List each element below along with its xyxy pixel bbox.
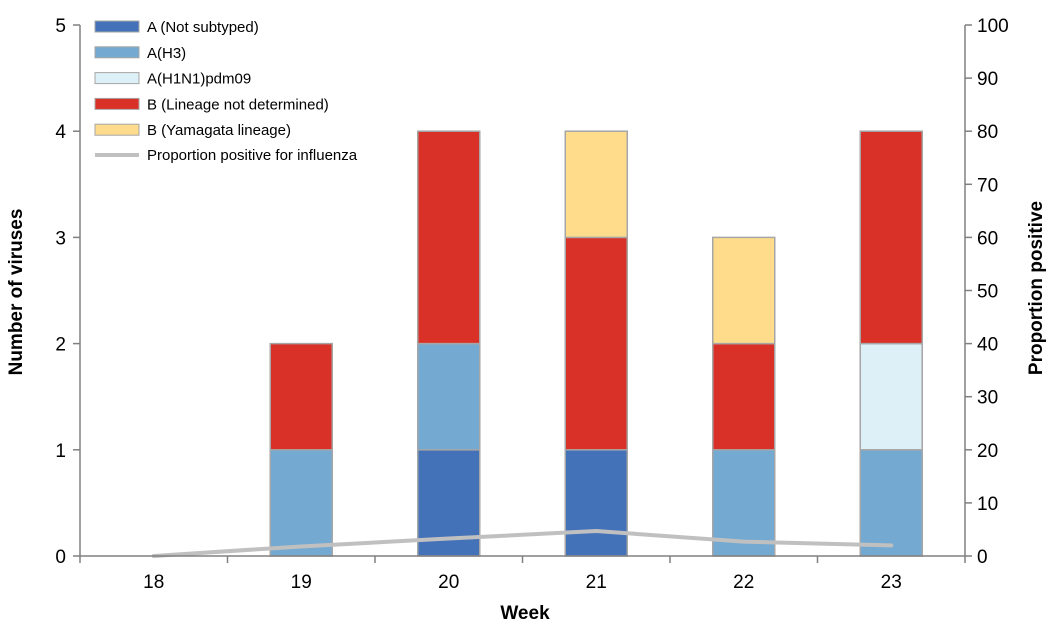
legend-label-2: A(H1N1)pdm09: [147, 71, 251, 88]
bar-week-20-series-3: [417, 130, 481, 345]
legend-swatch-2: [94, 72, 140, 85]
x-tick-label: 22: [733, 572, 754, 593]
legend-swatch-3: [94, 97, 140, 110]
legend-label-1: A(H3): [147, 45, 186, 62]
x-tick-label: 23: [881, 572, 902, 593]
bar-week-21-series-4: [564, 130, 628, 239]
y-tick-label: 2: [55, 335, 66, 356]
x-tick-label: 19: [291, 572, 312, 593]
bar-week-23-series-1: [859, 449, 923, 557]
x-tick-label: 20: [438, 572, 459, 593]
legend-label-0: A (Not subtyped): [147, 19, 259, 36]
y-tick-label: 5: [55, 16, 66, 37]
y-tick-label: 0: [55, 547, 66, 568]
legend-label-3: B (Lineage not determined): [147, 96, 329, 113]
bar-week-20-series-1: [417, 342, 481, 451]
y2-tick-label: 30: [977, 388, 998, 409]
legend: A (Not subtyped) A(H3) A(H1N1)pdm09 B (Line…: [94, 19, 358, 164]
y-tick-label: 4: [55, 122, 66, 143]
legend-swatch-1: [94, 46, 140, 59]
bar-week-19-series-1: [269, 449, 333, 557]
bar-week-21-series-3: [564, 236, 628, 451]
y2-axis-title: Proportion positive: [1026, 201, 1047, 375]
y2-tick-label: 100: [977, 16, 1009, 37]
y2-tick-label: 70: [977, 175, 998, 196]
y2-tick-label: 90: [977, 69, 998, 90]
y2-tick-label: 0: [977, 547, 988, 568]
line-layer: [151, 529, 894, 558]
legend-swatch-0: [94, 20, 140, 33]
bar-week-22-series-3: [712, 342, 776, 451]
y2-tick-label: 20: [977, 441, 998, 462]
y-tick-label: 3: [55, 228, 66, 249]
y2-tick-label: 80: [977, 122, 998, 143]
bar-week-19-series-3: [269, 342, 333, 451]
bar-week-23-series-3: [859, 130, 923, 345]
y2-tick-label: 10: [977, 494, 998, 515]
y-tick-label: 1: [55, 441, 66, 462]
proportion-positive-line: [151, 529, 894, 558]
bar-week-21-series-0: [564, 449, 628, 557]
x-tick-label: 18: [143, 572, 164, 593]
y2-tick-label: 60: [977, 228, 998, 249]
bar-week-23-series-2: [859, 342, 923, 451]
y-axis-title: Number of viruses: [6, 209, 27, 376]
legend-label-4: B (Yamagata lineage): [147, 122, 291, 139]
bars-group: [269, 130, 923, 557]
y2-tick-label: 50: [977, 282, 998, 303]
bar-week-22-series-4: [712, 236, 776, 345]
legend-label-line: Proportion positive for influenza: [147, 147, 358, 164]
x-axis-title: Week: [500, 603, 550, 624]
legend-swatch-4: [94, 123, 140, 136]
y2-tick-label: 40: [977, 335, 998, 356]
x-tick-label: 21: [586, 572, 607, 593]
